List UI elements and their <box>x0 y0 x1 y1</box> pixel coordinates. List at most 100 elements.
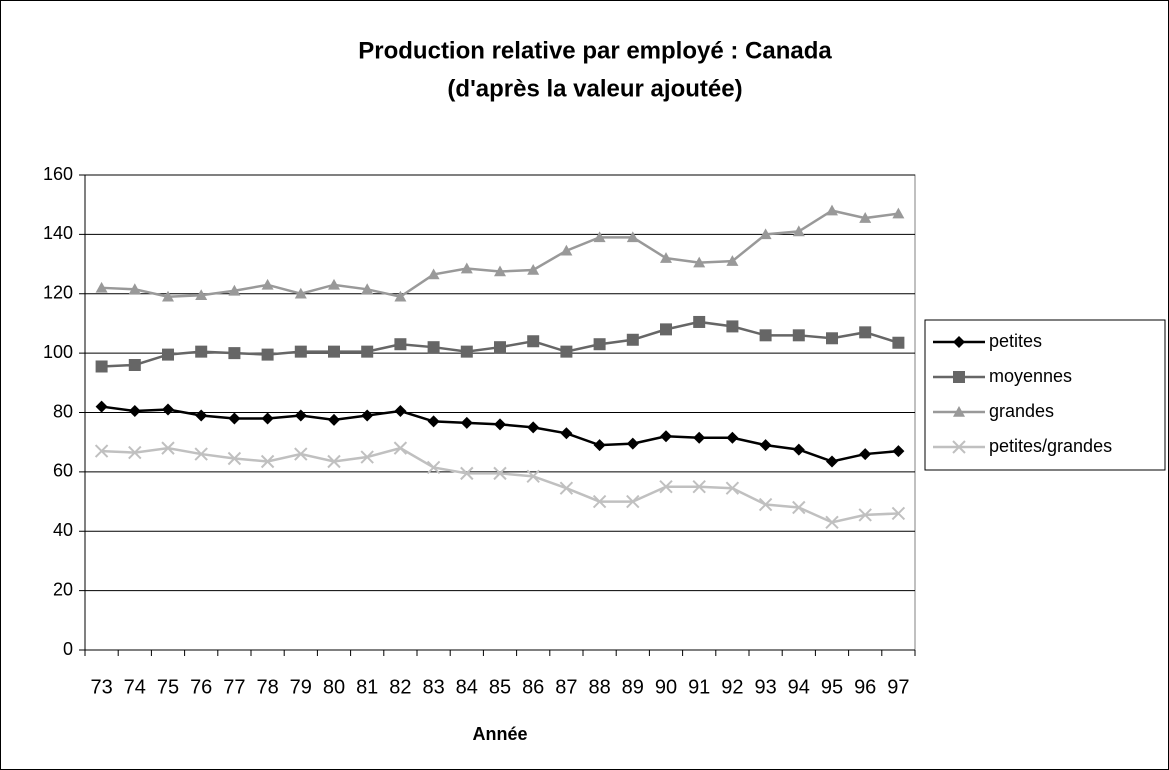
marker <box>328 413 340 426</box>
marker <box>393 441 408 455</box>
x-tick-label: 81 <box>356 676 378 698</box>
x-tick-label: 80 <box>323 676 345 698</box>
marker <box>394 405 407 418</box>
x-tick-label: 74 <box>124 676 146 698</box>
marker <box>195 409 208 422</box>
marker <box>792 329 805 342</box>
marker <box>128 283 141 295</box>
marker <box>792 225 805 237</box>
marker <box>859 448 872 461</box>
marker <box>95 400 108 413</box>
marker <box>759 329 772 342</box>
x-tick-label: 87 <box>555 676 577 698</box>
marker <box>294 409 307 422</box>
marker <box>725 481 740 495</box>
marker <box>460 416 473 429</box>
marker <box>952 440 966 454</box>
marker <box>460 345 473 358</box>
marker <box>626 437 639 450</box>
marker <box>328 345 340 358</box>
marker <box>493 466 507 481</box>
x-axis-label: Année <box>472 724 527 744</box>
x-tick-label: 89 <box>622 676 644 698</box>
marker <box>859 212 872 223</box>
marker <box>560 427 573 440</box>
marker <box>527 264 540 275</box>
marker <box>261 348 274 361</box>
marker <box>892 445 905 458</box>
y-tick-label: 40 <box>53 520 73 540</box>
x-tick-label: 78 <box>256 676 278 698</box>
series <box>94 441 906 530</box>
marker <box>460 466 474 481</box>
marker <box>527 421 540 434</box>
marker <box>494 418 506 431</box>
marker <box>328 278 340 290</box>
marker <box>128 445 142 460</box>
marker <box>427 415 440 428</box>
marker <box>693 315 706 328</box>
marker <box>626 333 639 346</box>
marker <box>593 439 606 452</box>
marker <box>826 455 838 468</box>
x-tick-label: 76 <box>190 676 212 698</box>
marker <box>953 371 965 383</box>
marker <box>94 444 109 458</box>
marker <box>659 480 673 494</box>
y-tick-label: 160 <box>43 164 73 184</box>
marker <box>162 348 174 361</box>
marker <box>526 469 540 484</box>
x-tick-label: 90 <box>655 676 677 698</box>
marker <box>327 454 341 469</box>
marker <box>792 500 806 515</box>
x-tick-label: 88 <box>588 676 610 698</box>
x-tick-label: 75 <box>157 676 179 698</box>
marker <box>758 497 773 512</box>
marker <box>427 341 440 354</box>
marker <box>759 439 772 452</box>
x-tick-label: 96 <box>854 676 876 698</box>
marker <box>693 431 706 444</box>
marker <box>128 359 141 371</box>
legend-label: petites/grandes <box>989 436 1112 456</box>
marker <box>660 323 672 336</box>
legend-label: grandes <box>989 401 1054 421</box>
x-tick-label: 91 <box>688 676 710 698</box>
marker <box>194 447 208 461</box>
marker <box>593 338 606 351</box>
marker <box>826 332 838 345</box>
marker <box>693 256 706 268</box>
marker <box>228 347 241 360</box>
x-tick-label: 84 <box>456 676 478 698</box>
marker <box>161 441 175 455</box>
marker <box>560 244 573 256</box>
marker <box>826 204 838 216</box>
marker <box>195 345 208 358</box>
marker <box>892 207 905 219</box>
marker <box>858 508 872 522</box>
marker <box>460 262 473 274</box>
marker <box>394 338 407 351</box>
marker <box>95 360 108 373</box>
x-tick-label: 95 <box>821 676 843 698</box>
series <box>95 204 905 302</box>
marker <box>660 252 672 263</box>
x-tick-label: 82 <box>389 676 411 698</box>
x-tick-label: 83 <box>422 676 444 698</box>
x-tick-label: 79 <box>290 676 312 698</box>
marker <box>294 447 308 461</box>
marker <box>825 515 839 530</box>
marker <box>294 287 307 299</box>
marker <box>227 451 242 466</box>
marker <box>891 506 906 521</box>
y-tick-label: 120 <box>43 283 73 303</box>
marker <box>953 336 965 348</box>
marker <box>953 406 965 417</box>
marker <box>559 481 574 495</box>
x-tick-label: 97 <box>887 676 909 698</box>
y-tick-label: 0 <box>63 639 73 659</box>
marker <box>726 255 739 266</box>
chart-title: (d'après la valeur ajoutée) <box>447 75 742 102</box>
marker <box>892 336 905 349</box>
